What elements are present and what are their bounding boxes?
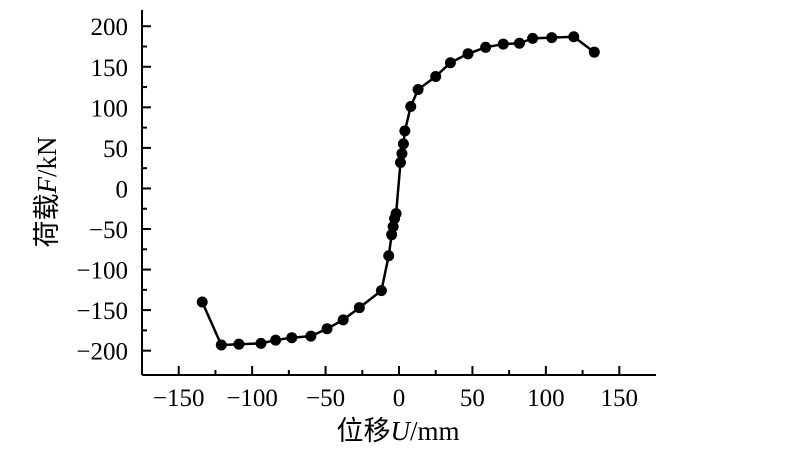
y-tick-label: 100 — [91, 95, 129, 122]
y-tick-label: 50 — [103, 136, 128, 163]
data-point — [305, 330, 317, 342]
data-point — [286, 332, 298, 344]
y-axis-title-symbol: F — [32, 177, 62, 195]
data-point — [405, 101, 417, 113]
y-tick-label: 200 — [91, 14, 129, 41]
data-point — [390, 208, 402, 220]
data-point — [386, 229, 398, 241]
x-tick-label: 0 — [393, 385, 406, 412]
data-point — [383, 250, 395, 262]
data-point — [387, 221, 399, 233]
data-point — [270, 334, 282, 346]
x-tick-label: −150 — [153, 385, 205, 412]
x-tick-label: 150 — [601, 385, 639, 412]
data-point — [497, 38, 509, 50]
y-axis-title-prefix: 荷载 — [32, 194, 62, 248]
x-ticks: −150 −100 −50 0 50 100 150 — [153, 366, 638, 412]
x-axis-title: 位移U/mm — [336, 416, 459, 446]
data-point — [430, 71, 442, 83]
y-tick-label: −50 — [89, 217, 128, 244]
x-tick-label: −100 — [226, 385, 278, 412]
data-point — [353, 302, 365, 314]
data-point — [480, 41, 492, 53]
data-point — [513, 37, 525, 49]
data-point — [396, 148, 408, 160]
x-axis-title-prefix: 位移 — [336, 416, 390, 446]
data-point — [546, 32, 558, 44]
data-point — [321, 323, 333, 335]
data-point — [412, 83, 424, 95]
y-tick-label: 0 — [116, 176, 129, 203]
y-tick-label: −150 — [76, 298, 128, 325]
y-axis-title: 荷载F/kN — [32, 137, 62, 248]
data-point — [196, 296, 208, 308]
data-point — [233, 338, 245, 350]
data-point — [568, 31, 580, 43]
data-point — [215, 339, 227, 351]
x-tick-label: 50 — [460, 385, 485, 412]
x-tick-label: −50 — [306, 385, 345, 412]
series-layer — [196, 31, 600, 351]
y-tick-label: −100 — [76, 258, 128, 285]
y-axis-title-suffix: /kN — [32, 137, 62, 178]
data-point — [588, 46, 600, 58]
data-point — [444, 57, 456, 69]
y-tick-label: 150 — [91, 55, 129, 82]
x-tick-label: 100 — [527, 385, 565, 412]
data-point — [375, 285, 387, 297]
data-point — [462, 48, 474, 60]
data-point — [397, 138, 409, 150]
data-point — [399, 125, 411, 137]
series-line — [201, 35, 596, 347]
data-point — [337, 314, 349, 326]
data-point — [394, 156, 406, 168]
y-ticks: 200 150 100 50 0 −50 −100 −150 −200 — [76, 14, 151, 366]
y-tick-label: −200 — [76, 339, 128, 366]
data-point — [255, 337, 267, 349]
x-axis-title-symbol: U — [390, 416, 411, 446]
data-point — [527, 32, 539, 44]
x-axis-title-suffix: /mm — [410, 416, 460, 446]
